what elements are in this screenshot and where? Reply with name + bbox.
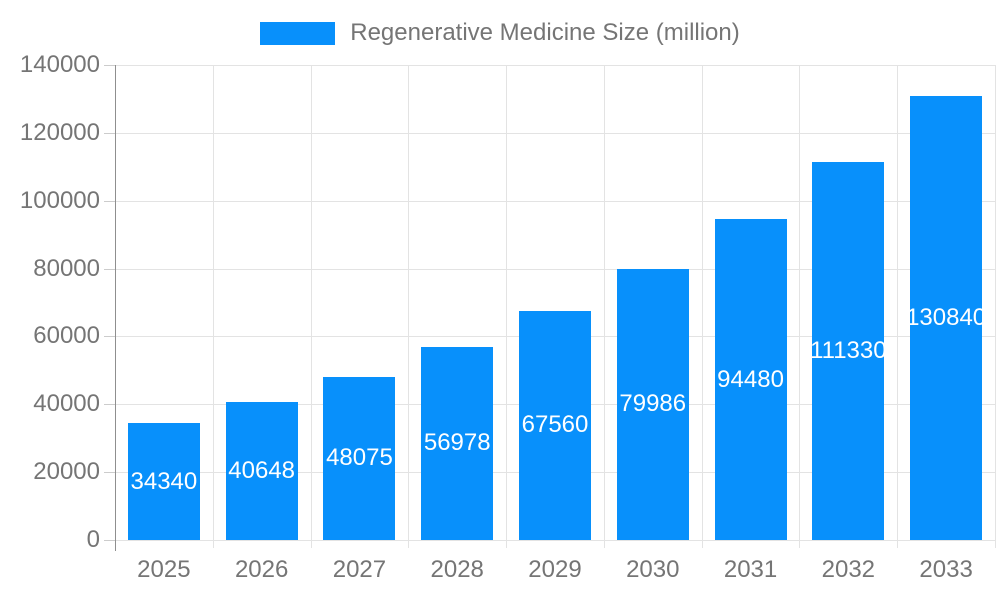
- bar: 34340: [127, 423, 200, 540]
- y-axis-tick: [104, 268, 115, 270]
- x-tick-label: 2028: [430, 556, 484, 583]
- y-axis-tick: [104, 336, 115, 338]
- x-gridline: [897, 65, 899, 548]
- bar: 48075: [323, 376, 396, 540]
- y-axis-tick: [104, 404, 115, 406]
- y-axis-line: [115, 65, 116, 551]
- y-axis-tick: [104, 540, 115, 541]
- y-axis-tick: [104, 472, 115, 474]
- bar: 111330: [812, 162, 885, 540]
- y-tick-label: 0: [86, 526, 100, 553]
- x-gridline: [212, 65, 214, 548]
- x-tick-label: 2025: [137, 556, 191, 583]
- bar-value-label: 94480: [717, 365, 784, 393]
- bar-value-label: 67560: [521, 411, 589, 439]
- x-tick-label: 2027: [332, 556, 387, 583]
- bar: 56978: [421, 346, 494, 540]
- bar: 94480: [714, 219, 787, 540]
- y-gridline: [115, 540, 995, 541]
- y-tick-label: 40000: [33, 390, 100, 418]
- bar: 67560: [519, 310, 591, 540]
- y-tick-label: 80000: [33, 254, 100, 282]
- y-tick-label: 140000: [19, 51, 100, 78]
- bar-value-label: 79986: [619, 390, 687, 418]
- y-tick-label: 100000: [19, 186, 100, 214]
- x-tick-label: 2032: [821, 556, 876, 583]
- x-gridline: [701, 65, 703, 548]
- bar-value-label: 56978: [423, 429, 491, 457]
- x-tick-label: 2031: [723, 556, 778, 583]
- x-gridline: [506, 65, 508, 548]
- bar-value-label: 40648: [228, 457, 296, 485]
- y-gridline: [115, 132, 995, 134]
- bar-value-label: 48075: [326, 444, 393, 472]
- x-tick-label: 2030: [626, 556, 680, 583]
- x-gridline: [310, 65, 312, 548]
- y-gridline: [115, 65, 995, 66]
- bar: 130840: [910, 96, 983, 540]
- bar-value-label: 111330: [812, 337, 885, 365]
- y-gridline: [115, 200, 995, 202]
- y-axis-tick: [104, 132, 115, 134]
- y-tick-label: 60000: [33, 322, 100, 350]
- chart-legend: Regenerative Medicine Size (million): [0, 19, 1000, 47]
- bar-value-label: 130840: [910, 304, 983, 332]
- bar: 40648: [225, 402, 298, 540]
- x-tick-label: 2033: [919, 556, 973, 583]
- y-axis-tick: [104, 200, 115, 202]
- x-gridline: [995, 65, 996, 548]
- legend-swatch-icon: [260, 21, 336, 45]
- x-gridline: [603, 65, 605, 548]
- y-axis-tick: [104, 65, 115, 66]
- x-tick-label: 2029: [528, 556, 582, 583]
- x-gridline: [799, 65, 801, 548]
- bar: 79986: [616, 268, 689, 540]
- y-tick-label: 20000: [33, 458, 100, 486]
- y-gridline: [115, 268, 995, 270]
- x-tick-label: 2026: [234, 556, 289, 583]
- x-gridline: [408, 65, 410, 548]
- legend-label: Regenerative Medicine Size (million): [350, 19, 740, 46]
- y-tick-label: 120000: [19, 118, 100, 146]
- bar-value-label: 34340: [130, 467, 198, 495]
